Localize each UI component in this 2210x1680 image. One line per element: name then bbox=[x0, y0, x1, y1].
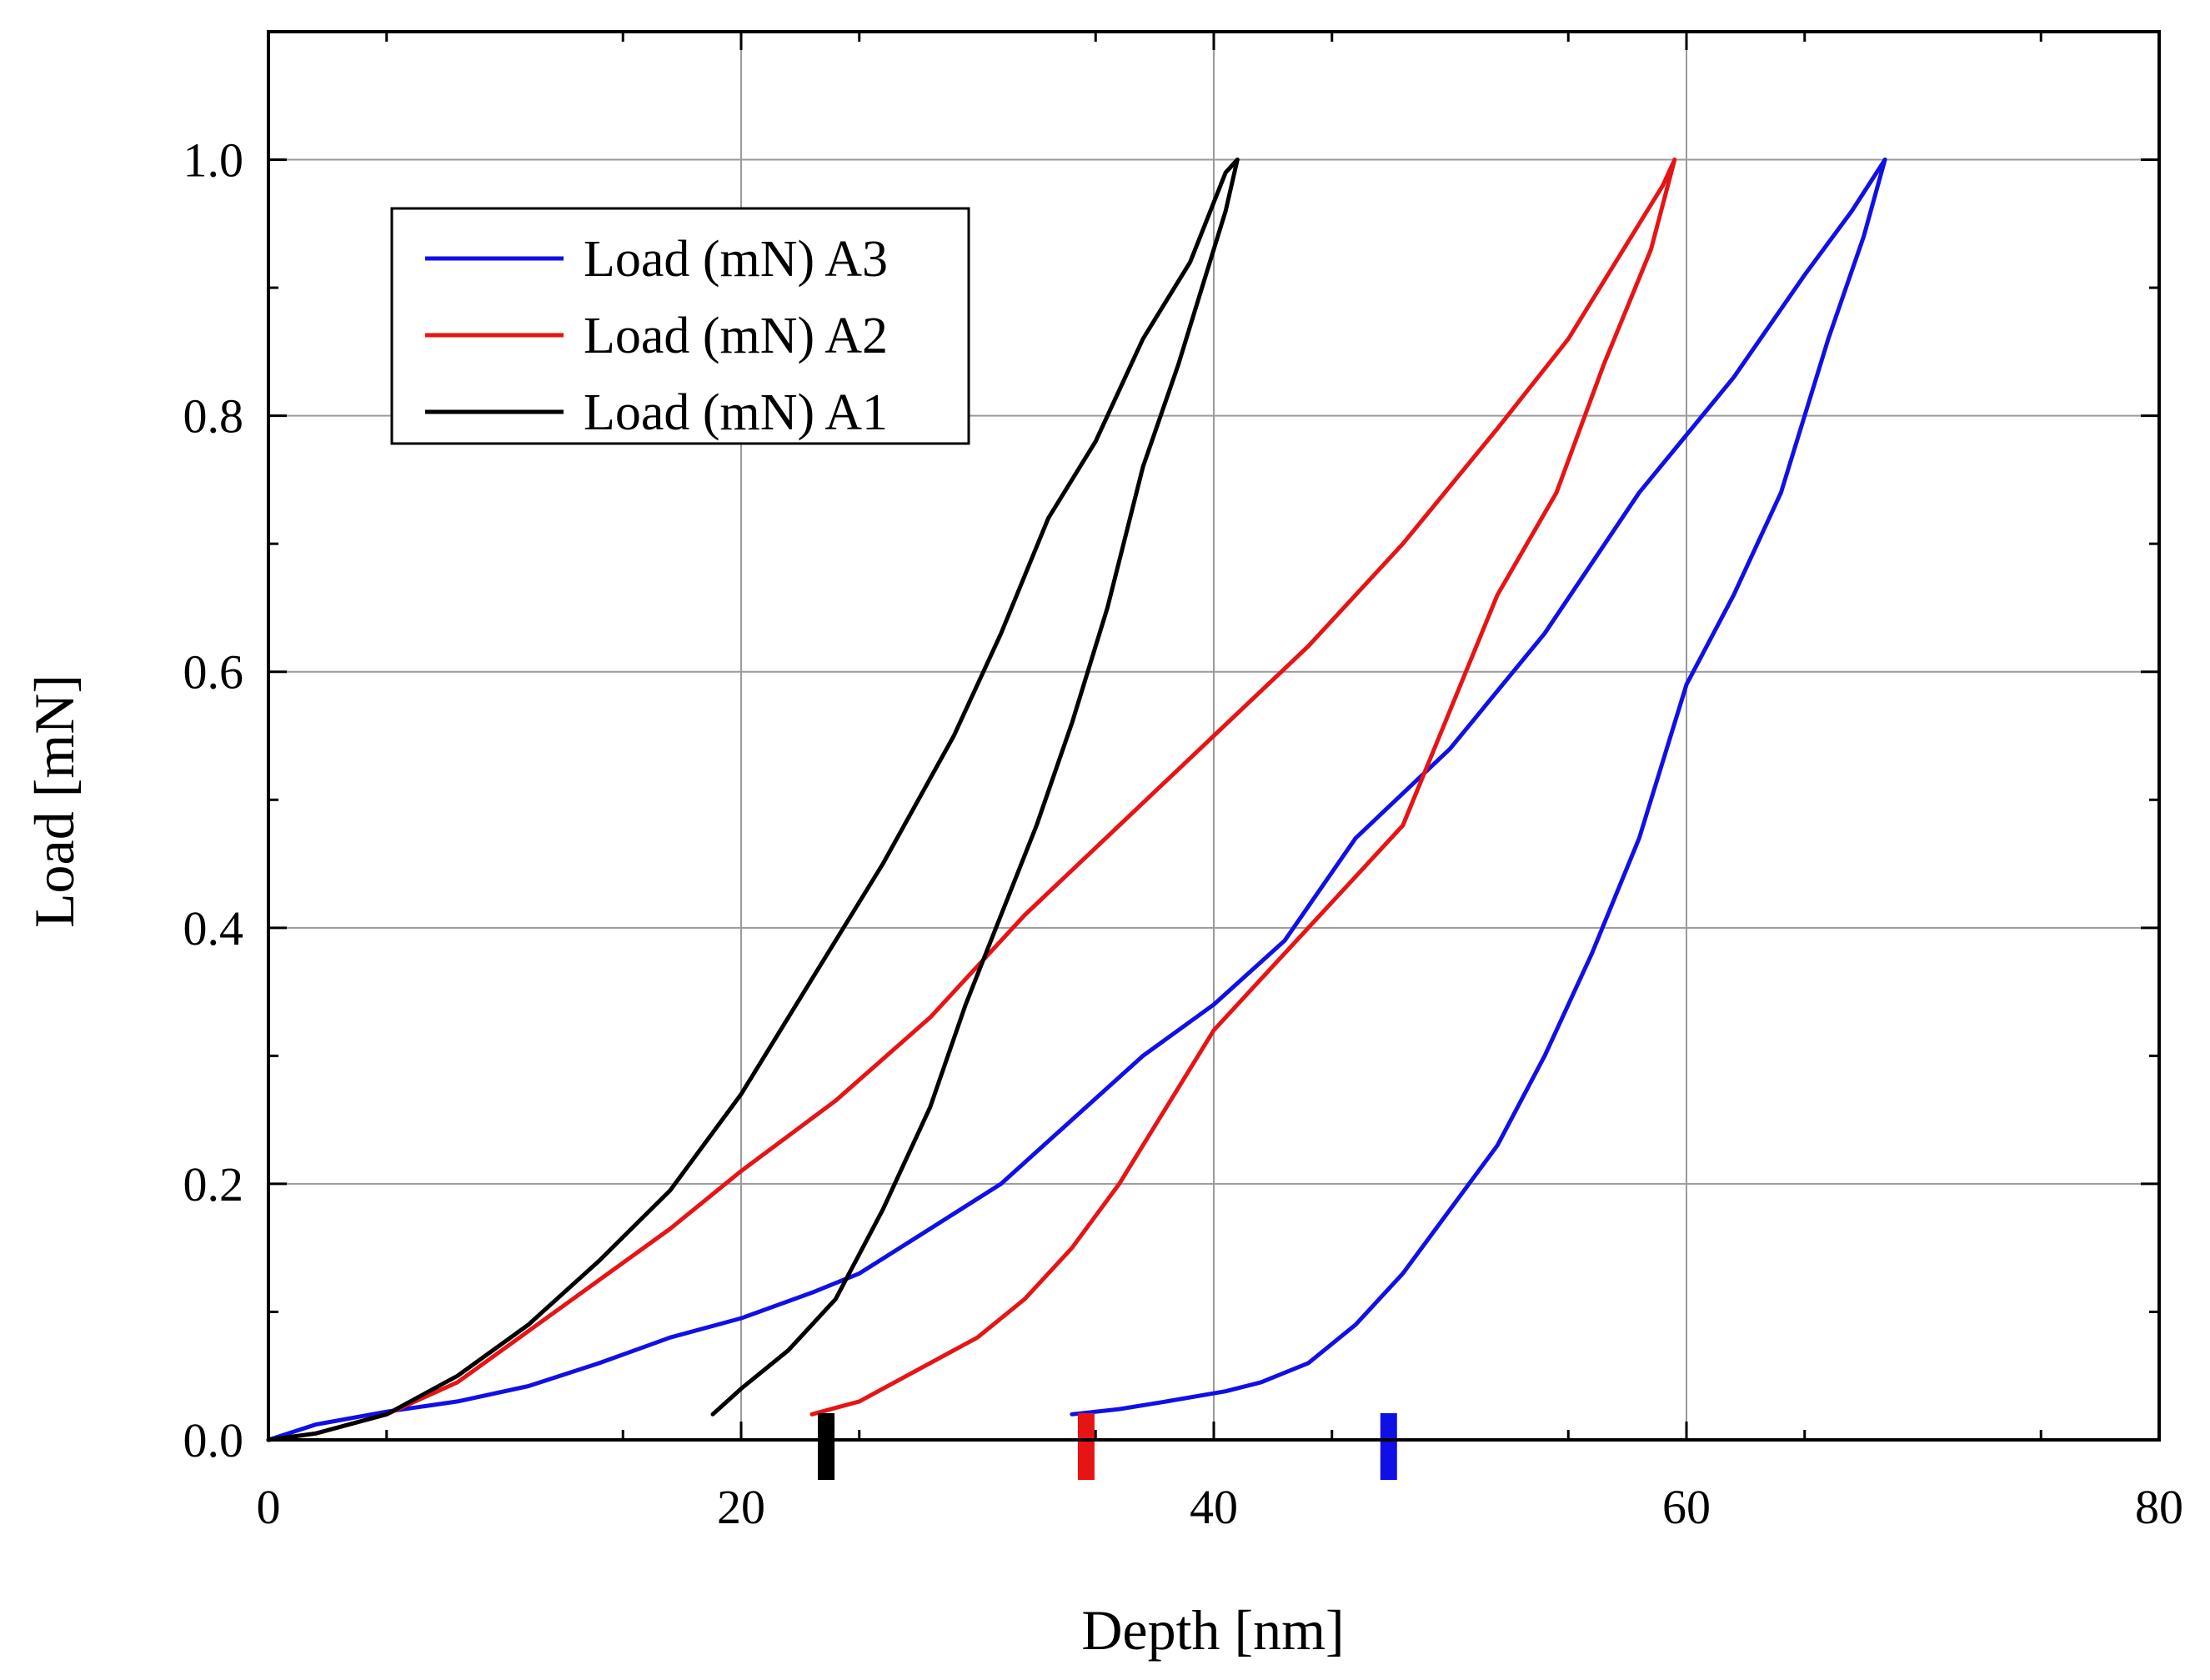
depth-marker-3 bbox=[1380, 1413, 1397, 1480]
legend-label: Load (mN) A2 bbox=[584, 308, 888, 364]
series-line-3-loading bbox=[266, 158, 1240, 1442]
series-layer bbox=[266, 158, 1887, 1442]
series-line-2-unloading bbox=[809, 158, 1677, 1417]
x-tick-label: 40 bbox=[1190, 1480, 1238, 1534]
plot-frame bbox=[267, 30, 2161, 1442]
series-line-1-unloading bbox=[1070, 158, 1887, 1417]
y-tick-label: 0.4 bbox=[183, 901, 244, 955]
y-tick-label: 0.6 bbox=[183, 645, 244, 700]
depth-marker-2 bbox=[1077, 1413, 1095, 1480]
y-axis-title: Load [mN] bbox=[23, 675, 86, 928]
x-tick-label: 80 bbox=[2135, 1480, 2183, 1534]
legend: Load (mN) A3 Load (mN) A2 Load (mN) A1 bbox=[390, 207, 970, 445]
marker-layer bbox=[818, 1413, 1397, 1480]
tick-labels: 0 20 40 60 80 0.0 0.2 0.4 0.6 0.8 1.0 bbox=[183, 133, 2184, 1534]
legend-entries: Load (mN) A3 Load (mN) A2 Load (mN) A1 bbox=[425, 231, 888, 441]
y-tick-label: 0.8 bbox=[183, 389, 244, 444]
x-tick-label: 0 bbox=[257, 1480, 281, 1534]
legend-box bbox=[390, 207, 970, 445]
series-line-3-unloading bbox=[710, 158, 1240, 1417]
legend-label: Load (mN) A3 bbox=[584, 231, 888, 288]
depth-marker-1 bbox=[818, 1413, 835, 1480]
legend-label: Load (mN) A1 bbox=[584, 384, 888, 441]
y-tick-label: 0.2 bbox=[183, 1157, 244, 1211]
y-tick-label: 1.0 bbox=[183, 133, 244, 188]
y-tick-label: 0.0 bbox=[183, 1413, 244, 1467]
series-line-2-loading bbox=[266, 158, 1677, 1442]
x-tick-label: 60 bbox=[1662, 1480, 1711, 1534]
series-line-1-loading bbox=[266, 158, 1887, 1442]
x-tick-label: 20 bbox=[717, 1480, 765, 1534]
x-axis-title: Depth [nm] bbox=[1081, 1598, 1344, 1662]
axes bbox=[267, 30, 2161, 1442]
